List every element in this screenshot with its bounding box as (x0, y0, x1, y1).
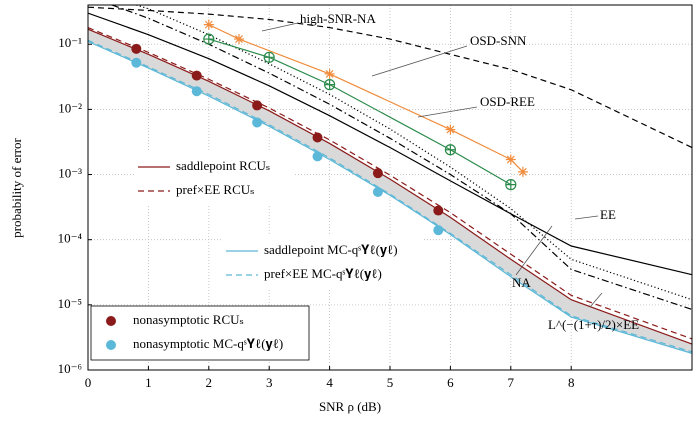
annotation-leader (261, 22, 299, 32)
annotation: high-SNR-NA (300, 11, 376, 26)
data-point (505, 179, 517, 191)
annotation-leader (417, 106, 478, 118)
data-point (324, 68, 335, 79)
annotation: L^(−(1+τ)/2)×EE (548, 317, 639, 332)
data-point (203, 33, 215, 45)
annotation: EE (600, 207, 616, 222)
legend-label: nonasymptotic RCUₛ (133, 312, 244, 327)
x-tick-label: 7 (508, 375, 515, 390)
x-tick-label: 1 (145, 375, 152, 390)
y-tick-label: 10⁻¹ (58, 35, 82, 50)
data-point (263, 51, 275, 63)
series-line (88, 28, 693, 345)
data-point (433, 205, 444, 216)
legend-label: saddlepoint MC-qˢ𝐘ℓ(𝐲ℓ) (264, 242, 398, 257)
series-line (88, 6, 693, 149)
data-point (445, 124, 456, 135)
data-point (252, 117, 263, 128)
data-point (312, 151, 323, 162)
x-axis-label: SNR ρ (dB) (319, 399, 381, 414)
data-point (433, 225, 444, 236)
legend-label: saddlepoint RCUₛ (176, 158, 270, 173)
data-point (234, 34, 244, 45)
x-tick-label: 0 (85, 375, 92, 390)
data-point (372, 186, 383, 197)
x-tick-label: 2 (206, 375, 213, 390)
legend-box (222, 236, 422, 290)
data-point (203, 19, 214, 30)
data-point (191, 70, 202, 81)
data-point (324, 79, 336, 91)
series-line (88, 27, 693, 340)
legend-label: pref×EE MC-qˢ𝐘ℓ(𝐲ℓ) (264, 266, 382, 281)
annotation: OSD-SNN (470, 33, 527, 48)
data-point (372, 168, 383, 179)
plot-frame (87, 4, 693, 371)
series-line (88, 39, 693, 353)
data-point (252, 100, 263, 111)
data-point (517, 166, 528, 177)
x-tick-label: 6 (447, 375, 454, 390)
y-tick-label: 10⁻⁵ (58, 296, 82, 311)
annotation-leader (574, 215, 599, 220)
data-point (444, 144, 457, 156)
x-tick-label: 8 (568, 375, 575, 390)
legend-swatch (106, 316, 116, 326)
y-tick-label: 10⁻⁶ (58, 361, 82, 376)
data-point (312, 132, 323, 143)
data-point (505, 154, 516, 165)
legend-swatch (106, 340, 116, 350)
y-tick-label: 10⁻² (58, 100, 82, 115)
annotation: OSD-REE (480, 94, 535, 109)
legend-label: pref×EE RCUₛ (176, 182, 255, 197)
y-tick-label: 10⁻⁴ (58, 231, 83, 246)
data-point (131, 43, 142, 54)
y-axis-label: probability of error (9, 138, 24, 238)
plot-area (88, 5, 693, 354)
gap-area (88, 29, 692, 354)
legend-box (90, 305, 310, 361)
series-line (88, 12, 693, 276)
legend-label: nonasymptotic MC-qˢ𝐘ℓ(𝐲ℓ) (133, 336, 283, 351)
legend-box (134, 152, 294, 206)
annotation-leader (371, 45, 468, 77)
annotation-leader (515, 225, 553, 276)
x-tick-label: 5 (387, 375, 394, 390)
annotation: NA (512, 275, 531, 290)
data-point (191, 86, 202, 97)
annotation-leader (589, 292, 603, 308)
x-tick-label: 4 (326, 375, 333, 390)
y-tick-label: 10⁻³ (58, 166, 82, 181)
data-point (131, 57, 142, 68)
x-tick-label: 3 (266, 375, 273, 390)
series-line (88, 40, 693, 354)
